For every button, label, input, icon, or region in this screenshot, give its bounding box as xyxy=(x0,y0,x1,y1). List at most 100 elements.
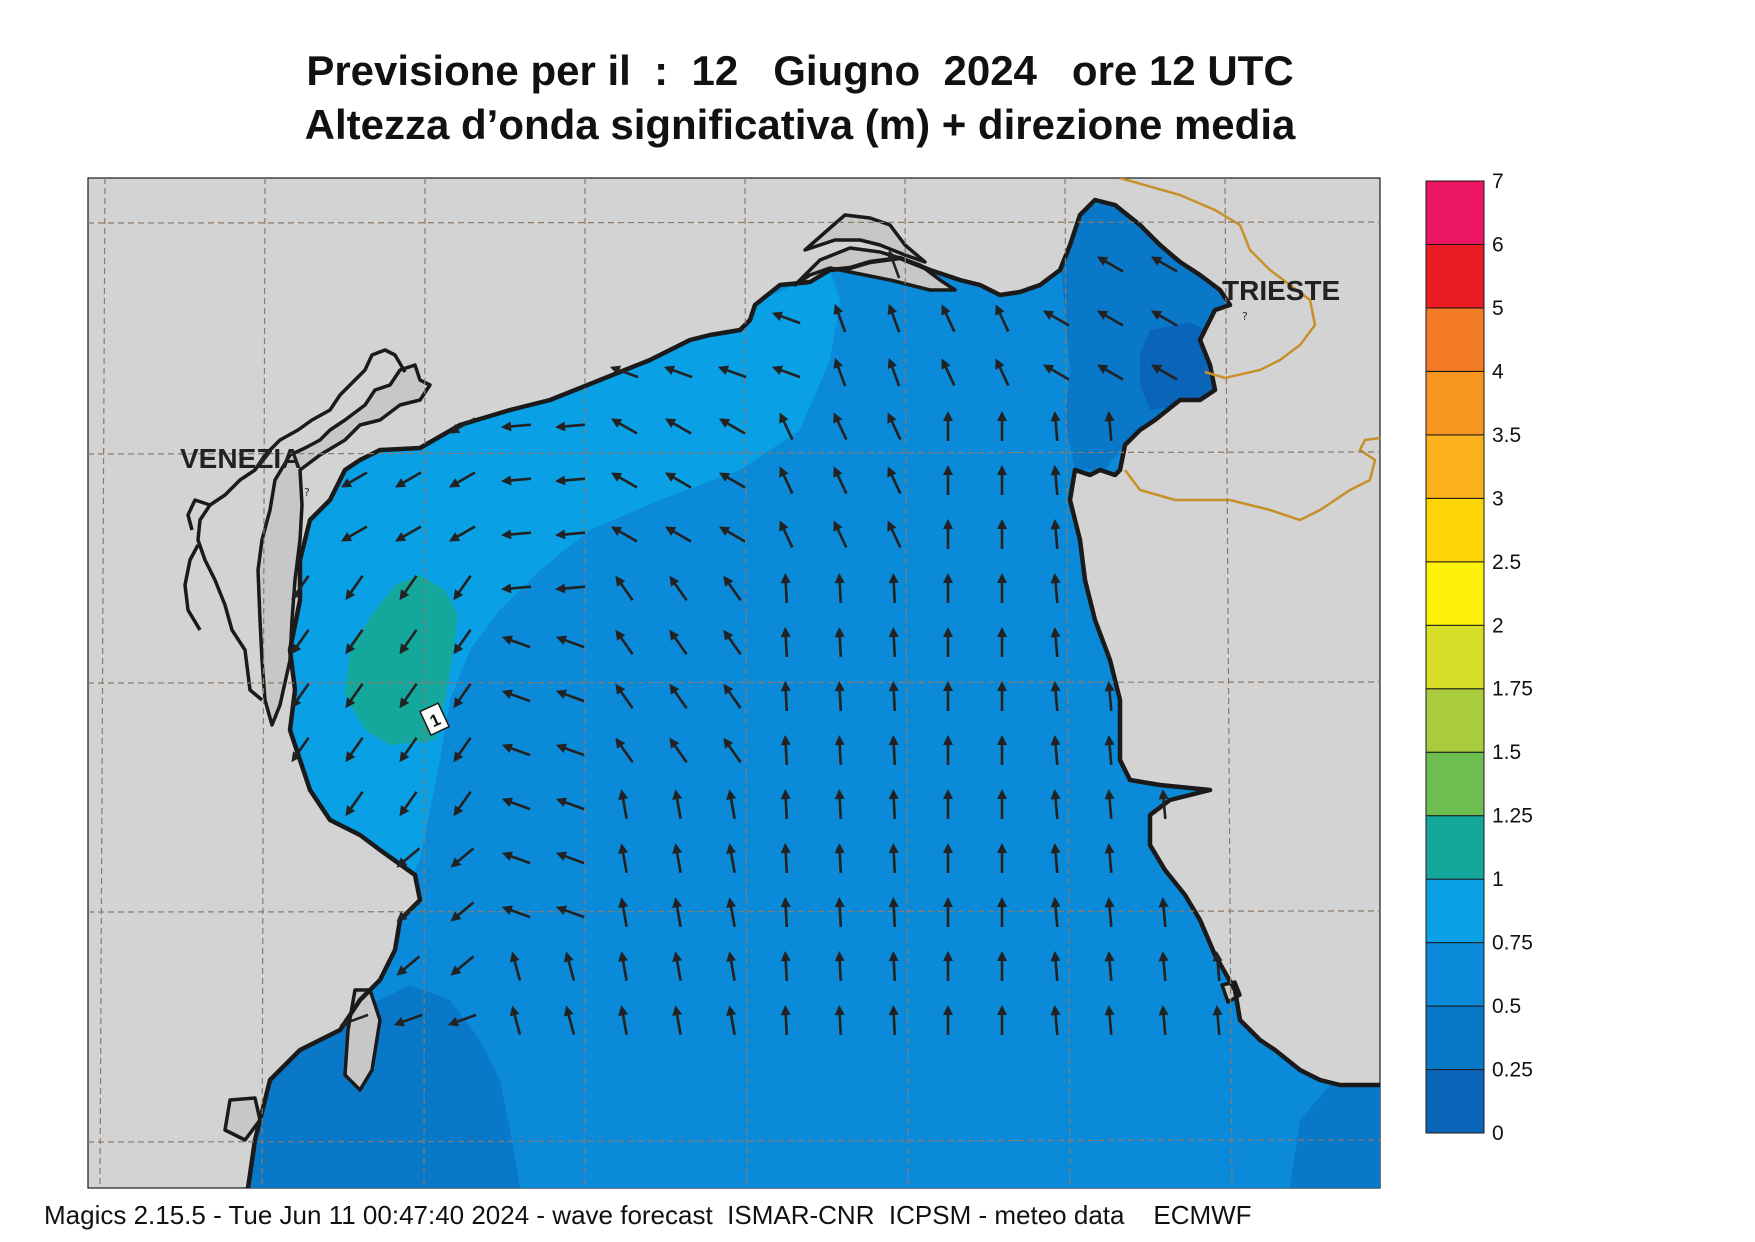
wave-direction-arrow xyxy=(450,847,475,868)
colorbar-band xyxy=(1425,370,1485,436)
colorbar-band xyxy=(1425,1069,1485,1134)
wave-direction-arrow xyxy=(615,575,634,602)
wave-direction-arrow xyxy=(887,249,901,279)
wave-direction-arrow xyxy=(888,735,899,766)
wave-direction-arrow xyxy=(672,843,683,873)
wave-direction-arrow xyxy=(888,681,899,712)
wave-direction-arrow xyxy=(555,851,585,865)
po-delta-island-2 xyxy=(223,1096,262,1142)
wave-direction-arrow xyxy=(888,897,899,928)
wave-direction-arrow xyxy=(291,574,310,601)
wave-direction-arrow xyxy=(997,843,1007,873)
wave-direction-arrow xyxy=(834,951,845,982)
wave-direction-arrow xyxy=(943,735,953,765)
wave-direction-arrow xyxy=(780,843,791,874)
wave-direction-arrow xyxy=(943,519,953,549)
wave-direction-arrow xyxy=(509,951,522,981)
western-lagoon-shore xyxy=(183,348,407,702)
colorbar-band xyxy=(1425,243,1485,309)
colorbar-tick-label: 1.75 xyxy=(1492,678,1533,701)
wave-direction-arrow xyxy=(833,357,847,387)
wave-direction-arrow xyxy=(1050,1005,1061,1036)
colorbar-tick-label: 1 xyxy=(1492,868,1504,891)
wave-direction-arrow xyxy=(888,843,899,874)
contour-0.25-0.5-southwest xyxy=(248,985,520,1188)
wave-direction-arrow xyxy=(563,951,576,981)
footer-credits: Magics 2.15.5 - Tue Jun 11 00:47:40 2024… xyxy=(44,1200,1252,1230)
wave-direction-arrow xyxy=(611,526,638,543)
wave-direction-arrow xyxy=(780,681,791,712)
colorbar-band xyxy=(1425,878,1485,944)
wave-direction-arrow xyxy=(291,682,310,709)
wave-direction-arrow xyxy=(501,583,532,594)
map-frame-group: 1 ? ? VENEZIA TRIESTE xyxy=(87,177,1381,1189)
wave-direction-arrow xyxy=(1151,364,1178,381)
wave-direction-arrow xyxy=(943,1005,953,1035)
wave-direction-arrow xyxy=(834,681,845,712)
wave-direction-arrow xyxy=(1151,256,1178,273)
wave-direction-arrow xyxy=(395,471,422,488)
colorbar-band xyxy=(1425,624,1485,690)
wave-direction-arrow xyxy=(1050,735,1061,766)
city-label-venezia: VENEZIA xyxy=(180,443,301,474)
wave-direction-arrow xyxy=(393,1013,423,1027)
wave-direction-arrow xyxy=(345,736,364,763)
wave-direction-arrow xyxy=(997,897,1007,927)
wave-direction-arrow xyxy=(834,1005,845,1036)
wave-direction-arrow xyxy=(555,797,585,811)
wave-direction-arrow xyxy=(887,520,902,549)
colorbar-band xyxy=(1425,751,1485,817)
wave-direction-arrow xyxy=(888,627,899,658)
colorbar-tick-label: 0.75 xyxy=(1492,932,1533,955)
wave-direction-arrow xyxy=(501,475,532,486)
wave-direction-arrow xyxy=(719,418,746,435)
wave-direction-arrow xyxy=(501,421,532,432)
wave-direction-arrow xyxy=(1212,1005,1223,1036)
wave-direction-arrow xyxy=(943,897,953,927)
wave-direction-arrow xyxy=(834,843,845,874)
wave-direction-arrow xyxy=(1050,681,1061,712)
wave-direction-arrow xyxy=(833,303,847,333)
wave-direction-arrow xyxy=(453,628,472,655)
wave-direction-arrow xyxy=(669,683,688,710)
wave-direction-arrow xyxy=(1158,789,1169,820)
wave-direction-arrow xyxy=(997,573,1007,603)
colorbar-tick-label: 4 xyxy=(1492,360,1504,383)
wave-direction-arrow xyxy=(995,358,1010,387)
wave-direction-arrow xyxy=(997,951,1007,981)
wave-direction-arrow xyxy=(1050,951,1061,982)
wave-direction-arrow xyxy=(1212,951,1223,982)
wave-direction-arrow xyxy=(834,735,845,766)
wave-direction-arrow xyxy=(943,411,953,441)
wave-direction-arrow xyxy=(665,526,692,543)
wave-direction-arrow xyxy=(780,1005,791,1036)
wave-direction-arrow xyxy=(941,304,956,333)
wave-direction-arrow xyxy=(345,790,364,817)
contour-0-0.25-northeast xyxy=(1140,322,1215,410)
colorbar-tick-label: 0.5 xyxy=(1492,995,1521,1018)
wave-direction-arrow xyxy=(1104,735,1115,766)
wave-direction-arrow xyxy=(1151,310,1178,327)
colorbar-band xyxy=(1425,1005,1485,1071)
wave-direction-arrow xyxy=(396,955,421,976)
wave-direction-arrow xyxy=(719,526,746,543)
colorbar-tick-label: 2.5 xyxy=(1492,551,1521,574)
wave-direction-arrow xyxy=(888,789,899,820)
wave-direction-arrow xyxy=(449,417,476,434)
wave-direction-arrow xyxy=(672,1005,683,1035)
wave-direction-arrow xyxy=(1043,310,1070,327)
colorbar-band xyxy=(1425,688,1485,753)
wave-direction-arrow xyxy=(555,529,586,540)
wave-direction-arrow xyxy=(780,951,791,982)
wave-direction-arrow xyxy=(555,905,585,919)
wave-direction-arrow xyxy=(555,743,585,757)
wave-direction-arrow xyxy=(833,412,848,441)
wave-direction-arrow xyxy=(780,789,791,820)
wave-direction-arrows xyxy=(291,249,1223,1036)
wave-direction-arrow xyxy=(615,737,634,764)
wave-direction-arrow xyxy=(501,743,531,757)
wave-direction-arrow xyxy=(997,465,1007,495)
colorbar-tick-label: 3.5 xyxy=(1492,424,1521,447)
wave-direction-arrow xyxy=(887,466,902,495)
wave-direction-arrow xyxy=(501,797,531,811)
